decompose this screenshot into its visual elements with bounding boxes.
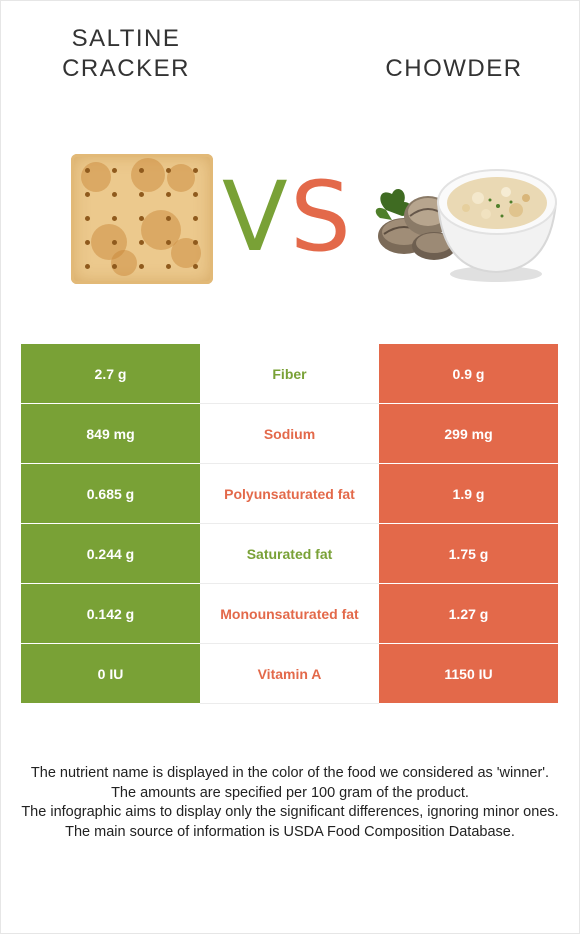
chowder-image	[366, 160, 562, 284]
chowder-bowl-icon	[375, 169, 557, 282]
nutrient-name: Fiber	[200, 344, 379, 404]
left-food-value: 0.142 g	[21, 583, 200, 644]
left-food-value: 0.244 g	[21, 523, 200, 584]
nutrient-comparison-table: 2.7 g Fiber 0.9 g 849 mg Sodium 299 mg 0.685 g…	[21, 344, 558, 704]
vs-letter-v: V	[222, 161, 288, 273]
right-food-value: 1.27 g	[379, 583, 558, 644]
left-food-value: 849 mg	[21, 403, 200, 464]
left-food-title: SALTINE CRACKER	[36, 24, 216, 84]
table-row: 0.244 g Saturated fat 1.75 g	[21, 523, 558, 584]
table-row: 0.142 g Monounsaturated fat 1.27 g	[21, 583, 558, 644]
right-food-title: CHOWDER	[385, 55, 523, 82]
footnote-winner-color: The nutrient name is displayed in the co…	[30, 765, 550, 781]
saltine-cracker-image	[71, 154, 213, 284]
table-row: 0 IU Vitamin A 1150 IU	[21, 643, 558, 704]
left-food-title-line1: SALTINE	[71, 25, 181, 52]
right-food-value: 1.9 g	[379, 463, 558, 524]
table-row: 0.685 g Polyunsaturated fat 1.9 g	[21, 463, 558, 524]
table-row: 2.7 g Fiber 0.9 g	[21, 344, 558, 404]
footnote-per-100g: The amounts are specified per 100 gram o…	[111, 784, 469, 801]
right-food-value: 1150 IU	[379, 643, 558, 704]
nutrient-name: Polyunsaturated fat	[200, 463, 379, 524]
left-food-value: 0.685 g	[21, 463, 200, 524]
nutrient-name: Sodium	[200, 403, 379, 464]
left-food-value: 2.7 g	[21, 344, 200, 404]
table-row: 849 mg Sodium 299 mg	[21, 403, 558, 464]
left-food-value: 0 IU	[21, 643, 200, 704]
right-food-value: 299 mg	[379, 403, 558, 464]
footnotes: The nutrient name is displayed in the co…	[20, 764, 560, 842]
nutrient-name: Monounsaturated fat	[200, 583, 379, 644]
right-food-value: 1.75 g	[379, 523, 558, 584]
footnote-data-source: The main source of information is USDA F…	[65, 823, 515, 840]
footnote-significant-differences: The infographic aims to display only the…	[21, 804, 559, 820]
left-food-title-line2: CRACKER	[62, 55, 190, 82]
right-food-value: 0.9 g	[379, 344, 558, 404]
nutrient-name: Saturated fat	[200, 523, 379, 584]
vs-letter-s: S	[290, 161, 351, 273]
nutrient-name: Vitamin A	[200, 643, 379, 704]
